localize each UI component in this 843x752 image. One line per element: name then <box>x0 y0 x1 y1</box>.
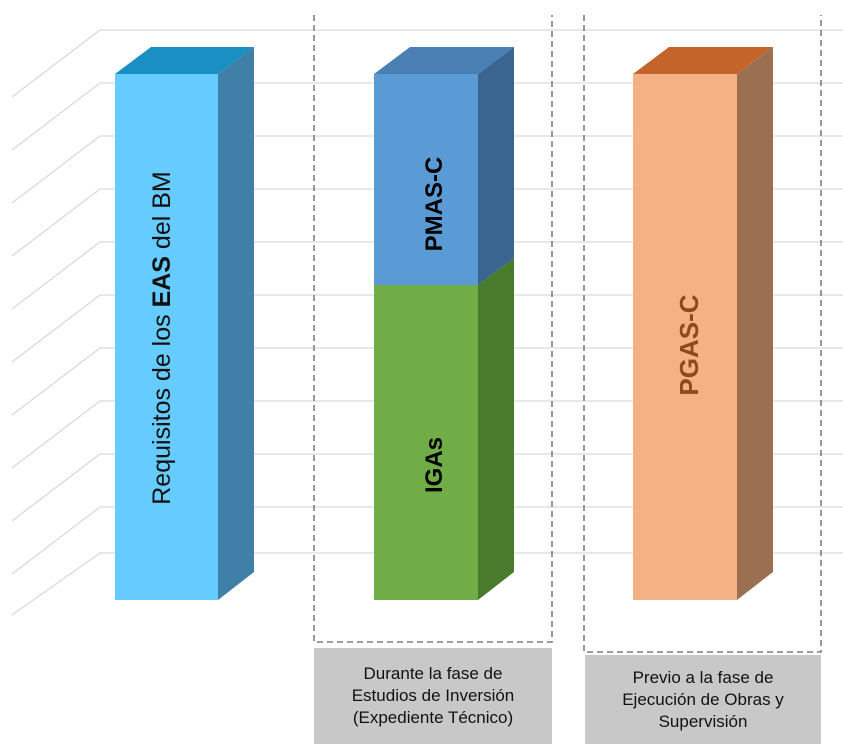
eas-bar-label: Requisitos de los EAS del BM <box>148 171 176 505</box>
pmas-segment-front <box>374 74 478 285</box>
pgas-bar-side <box>737 47 773 600</box>
phase-estudios-line-1: Durante la fase de <box>363 664 503 683</box>
eas-label-part-1: Requisitos de los <box>148 307 176 504</box>
igas-segment-front <box>374 285 478 600</box>
eas-bar-front <box>115 74 218 600</box>
phase-estudios-line-3: (Expediente Técnico) <box>352 708 514 727</box>
eas-bar-side <box>218 47 254 600</box>
eas-label-part-3: del BM <box>148 171 176 256</box>
pgas-label: PGAS-C <box>674 294 704 395</box>
gridlines <box>11 29 843 616</box>
phase-ejecucion-line-3: Supervisión <box>658 711 748 731</box>
estudios-dashed-frame <box>313 15 553 643</box>
phase-box-estudios: Durante la fase de Estudios de Inversión… <box>314 648 552 744</box>
igas-label: IGAs <box>421 437 448 493</box>
estudios-bar: PMAS-C IGAs <box>374 47 514 600</box>
pgas-bar-top <box>633 47 773 74</box>
phase-ejecucion-line-2: Ejecución de Obras y <box>622 689 784 709</box>
eas-bar: Requisitos de los EAS del BM <box>115 47 254 600</box>
eas-label-part-2: EAS <box>148 256 176 307</box>
pgas-bar: PGAS-C <box>633 47 773 600</box>
pmas-label: PMAS-C <box>421 157 448 252</box>
phase-ejecucion-line-1: Previo a la fase de <box>632 667 774 687</box>
eas-bar-top <box>115 47 254 74</box>
pgas-bar-front <box>633 74 737 600</box>
pmas-segment-side <box>478 47 514 285</box>
phase-estudios-line-2: Estudios de Inversión <box>351 686 515 705</box>
ejecucion-dashed-frame <box>583 15 822 653</box>
pmas-segment-top <box>374 47 514 74</box>
igas-segment-side <box>478 258 514 600</box>
phase-box-ejecucion: Previo a la fase de Ejecución de Obras y… <box>585 655 821 744</box>
